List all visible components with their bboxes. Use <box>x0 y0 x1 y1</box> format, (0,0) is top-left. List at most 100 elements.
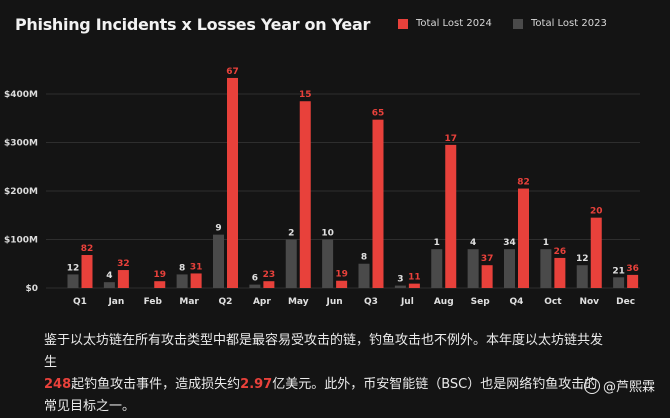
data-label-2023: 3 <box>397 275 403 285</box>
bar-2024 <box>336 280 348 288</box>
bar-2023 <box>103 282 115 288</box>
circle-logo-icon: ◡ <box>583 377 600 394</box>
data-label-2024: 20 <box>590 207 603 217</box>
data-label-2023: 4 <box>470 238 476 248</box>
y-tick-label: $400M <box>4 90 38 100</box>
x-tick-label: Feb <box>144 297 163 307</box>
bar-2024 <box>227 77 238 288</box>
data-label-2024: 23 <box>263 270 276 280</box>
x-tick-label: Jul <box>400 297 414 307</box>
data-label-2023: 4 <box>106 271 112 281</box>
data-label-2024: 19 <box>335 270 348 280</box>
bar-2024 <box>408 283 420 288</box>
data-label-2023: 34 <box>503 238 516 248</box>
bar-2023 <box>322 239 334 288</box>
data-label-2023: 12 <box>576 254 589 264</box>
x-tick-label: Q1 <box>73 297 87 307</box>
bar-2023 <box>358 263 370 288</box>
bar-2024 <box>372 119 384 288</box>
legend-item-2024: Total Lost 2024 <box>398 18 492 29</box>
data-label-2023: 2 <box>288 228 294 238</box>
bar-2024 <box>190 273 202 288</box>
x-tick-label: Apr <box>253 297 271 307</box>
bar-2023 <box>504 249 515 288</box>
x-tick-label: Oct <box>544 297 562 307</box>
x-tick-label: Dec <box>616 297 635 307</box>
data-label-2024: 17 <box>444 134 457 144</box>
data-label-2023: 8 <box>179 263 185 273</box>
x-tick-label: Q2 <box>219 297 233 307</box>
bar-chart: $0$100M$200M$300M$400M1282Q1432Jan19Feb8… <box>4 67 640 307</box>
bar-2024 <box>81 255 93 288</box>
bar-2024 <box>299 101 311 288</box>
data-label-2024: 15 <box>299 90 312 100</box>
chart-title: Phishing Incidents x Losses Year on Year <box>15 15 371 34</box>
data-label-2023: 1 <box>434 238 440 248</box>
bar-2024 <box>554 257 566 288</box>
x-tick-label: Sep <box>471 297 491 307</box>
bar-2023 <box>467 249 479 288</box>
bar-2024 <box>518 188 529 288</box>
data-label-2024: 37 <box>481 254 494 264</box>
x-tick-label: Jun <box>326 297 343 307</box>
data-label-2023: 12 <box>67 263 80 273</box>
data-label-2024: 19 <box>153 270 166 280</box>
watermark-text: @芦熙霖 <box>602 380 655 395</box>
data-label-2024: 11 <box>408 273 421 283</box>
legend-item-2023: Total Lost 2023 <box>513 18 607 29</box>
x-tick-label: Aug <box>434 297 454 307</box>
data-label-2023: 9 <box>215 224 221 234</box>
legend-label-2024: Total Lost 2024 <box>416 18 492 29</box>
bar-2023 <box>285 239 297 288</box>
bar-2023 <box>394 285 406 288</box>
bar-2024 <box>154 281 166 288</box>
data-label-2023: 6 <box>252 274 258 284</box>
y-tick-label: $0 <box>25 284 38 294</box>
caption-line1: 鉴于以太坊链在所有攻击类型中都是最容易受攻击的链，钓鱼攻击也不例外。本年度以太坊… <box>44 333 604 370</box>
y-tick-label: $300M <box>4 138 38 148</box>
caption-part2b: 亿美元。此外，币安智能链（BSC）也是网络钓鱼攻击的常见目标之一。 <box>44 377 598 414</box>
bar-2023 <box>540 249 552 288</box>
bar-2023 <box>213 234 224 288</box>
bar-2024 <box>263 281 275 288</box>
data-label-2023: 8 <box>361 253 367 263</box>
legend-label-2023: Total Lost 2023 <box>531 18 607 29</box>
legend-swatch-2024 <box>398 18 408 29</box>
x-tick-label: Nov <box>579 297 599 307</box>
x-tick-label: May <box>288 297 309 307</box>
x-tick-label: Mar <box>179 297 199 307</box>
bar-2023 <box>431 249 443 288</box>
data-label-2024: 82 <box>81 244 94 254</box>
data-label-2024: 26 <box>554 247 567 257</box>
data-label-2024: 65 <box>372 109 385 119</box>
caption-part2a: 起钓鱼攻击事件，造成损失约 <box>71 377 241 392</box>
bar-2023 <box>249 284 261 288</box>
data-label-2024: 36 <box>626 264 639 274</box>
bar-2024 <box>117 270 129 288</box>
bar-2023 <box>176 274 188 288</box>
x-tick-label: Jan <box>107 297 124 307</box>
data-label-2024: 31 <box>190 262 203 272</box>
bar-2024 <box>590 217 602 288</box>
x-tick-label: Q4 <box>510 297 524 307</box>
legend-swatch-2023 <box>513 18 523 29</box>
caption-text: 鉴于以太坊链在所有攻击类型中都是最容易受攻击的链，钓鱼攻击也不例外。本年度以太坊… <box>44 330 604 418</box>
y-tick-label: $100M <box>4 235 38 245</box>
bar-2023 <box>576 265 588 288</box>
y-tick-label: $200M <box>4 187 38 197</box>
x-tick-label: Q3 <box>364 297 378 307</box>
data-label-2023: 1 <box>543 238 549 248</box>
watermark: ◡ @芦熙霖 <box>583 376 655 395</box>
data-label-2024: 32 <box>117 259 130 269</box>
bar-2024 <box>627 274 639 288</box>
data-label-2023: 10 <box>321 228 334 238</box>
bar-2024 <box>481 265 493 288</box>
bar-2023 <box>67 274 79 288</box>
data-label-2023: 21 <box>612 266 625 276</box>
bar-2023 <box>613 277 625 288</box>
caption-highlight-count: 248 <box>44 377 72 392</box>
data-label-2024: 82 <box>517 178 530 188</box>
caption-highlight-amount: 2.97 <box>240 377 273 392</box>
bar-2024 <box>445 144 457 288</box>
data-label-2024: 67 <box>226 67 239 77</box>
